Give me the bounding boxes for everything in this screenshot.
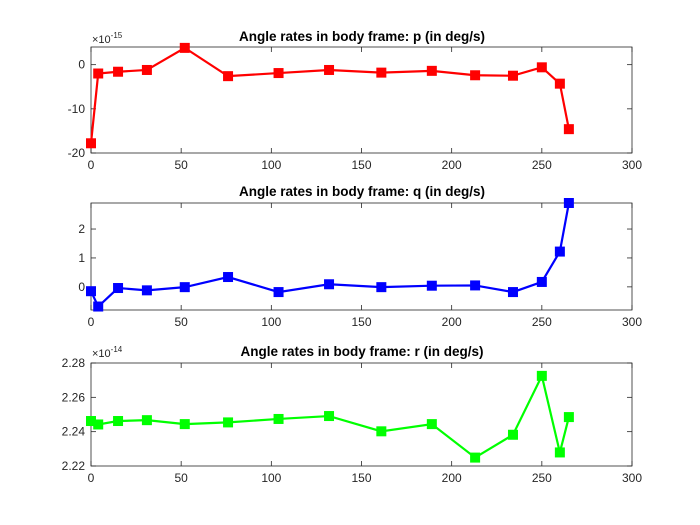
subplot-p-xtick-label: 100 — [261, 158, 281, 172]
subplot-q-data-point — [426, 280, 437, 291]
subplot-r-data-point — [93, 419, 104, 430]
subplot-r-data-point — [273, 413, 284, 424]
subplot-r-xtick-label: 50 — [174, 471, 188, 485]
subplot-r-data-point — [426, 419, 437, 430]
subplot-p-data-point — [141, 64, 152, 75]
subplot-q-data-point — [113, 283, 124, 294]
subplot-q-data-point — [507, 287, 518, 298]
subplot-p-ytick-label: -20 — [68, 146, 86, 160]
subplot-q-xtick-label: 100 — [261, 315, 281, 329]
subplot-r-data-point — [554, 447, 565, 458]
subplot-r-data-point — [86, 416, 96, 427]
subplot-p: Angle rates in body frame: p (in deg/s) … — [68, 29, 643, 172]
subplot-p-data-point — [554, 78, 565, 89]
subplot-q-data-point — [563, 198, 574, 208]
subplot-p-data-point — [507, 70, 518, 81]
subplot-r-title: Angle rates in body frame: r (in deg/s) — [240, 344, 483, 359]
subplot-q-data-point — [273, 287, 284, 298]
subplot-q-axes-box — [90, 202, 633, 311]
subplot-r-data-point — [113, 416, 124, 427]
subplot-p-exponent-label: ×10-15 — [92, 31, 123, 46]
subplot-r-xticks: 0 50 100 150 200 250 300 — [88, 363, 642, 485]
subplot-q-xtick-label: 150 — [351, 315, 371, 329]
subplot-q-data-point — [324, 279, 335, 290]
subplot-p-data-point — [563, 124, 574, 135]
subplot-p-data-point — [93, 68, 104, 79]
subplot-p-xtick-label: 150 — [351, 158, 371, 172]
subplot-q-data-point — [470, 280, 481, 291]
subplot-p-exponent-power: -15 — [111, 31, 123, 40]
subplot-r-exponent-label: ×10-14 — [92, 345, 123, 360]
subplot-r-exponent-base: ×10 — [92, 348, 111, 360]
subplot-q-xtick-label: 250 — [532, 315, 552, 329]
subplot-p-ytick-label: -10 — [68, 102, 86, 116]
subplot-r-data-point — [223, 417, 234, 428]
subplot-r-data-point — [376, 426, 387, 437]
subplot-q-data-point — [86, 286, 96, 297]
subplot-p-yticks: -20 -10 0 — [68, 58, 632, 160]
subplot-q-ytick-label: 2 — [78, 222, 85, 236]
subplot-q-data-point — [141, 285, 152, 296]
subplot-p-xtick-label: 50 — [174, 158, 188, 172]
subplot-r-data-point — [141, 415, 152, 426]
subplot-p-axes-box — [90, 46, 633, 154]
subplot-p-xtick-label: 0 — [88, 158, 95, 172]
subplot-r-exponent-power: -14 — [111, 345, 123, 354]
subplot-r-xtick-label: 300 — [622, 471, 642, 485]
subplot-r-ytick-label: 2.26 — [62, 390, 86, 404]
subplot-q-xtick-label: 50 — [174, 315, 188, 329]
subplot-r-xtick-label: 250 — [532, 471, 552, 485]
subplot-p-xtick-label: 200 — [442, 158, 462, 172]
subplot-p-data-point — [426, 65, 437, 76]
subplot-p-markers — [86, 42, 574, 149]
subplot-r-ytick-label: 2.22 — [62, 459, 86, 473]
subplot-q-data-point — [179, 282, 190, 293]
subplot-p-xtick-label: 250 — [532, 158, 552, 172]
subplot-r-ytick-label: 2.24 — [62, 425, 86, 439]
subplot-p-data-point — [113, 66, 124, 77]
subplot-r-xtick-label: 200 — [442, 471, 462, 485]
subplot-p-data-point — [223, 71, 234, 82]
subplot-q-data-point — [376, 282, 387, 293]
subplot-p-data-point — [179, 42, 190, 53]
subplot-q-xticks: 0 50 100 150 200 250 300 — [88, 203, 642, 329]
subplot-p-data-point — [376, 67, 387, 78]
subplot-p-data-point — [324, 64, 335, 75]
subplot-q-data-point — [93, 301, 104, 312]
subplot-p-exponent-base: ×10 — [92, 34, 111, 46]
subplot-q: Angle rates in body frame: q (in deg/s) … — [78, 184, 642, 329]
subplot-p-xtick-label: 300 — [622, 158, 642, 172]
subplot-r-xtick-label: 0 — [88, 471, 95, 485]
subplot-r-yticks: 2.22 2.24 2.26 2.28 — [62, 356, 632, 473]
subplot-p-xticks: 0 50 100 150 200 250 300 — [88, 47, 642, 172]
subplot-r-data-point — [563, 412, 574, 423]
subplot-r-data-point — [470, 452, 481, 463]
subplot-r-data-point — [536, 370, 547, 381]
subplot-p-ytick-label: 0 — [78, 58, 85, 72]
subplot-q-ytick-label: 0 — [78, 280, 85, 294]
subplot-q-data-point — [554, 246, 565, 257]
subplot-r-xtick-label: 100 — [261, 471, 281, 485]
subplot-p-data-point — [86, 138, 96, 149]
subplot-q-title: Angle rates in body frame: q (in deg/s) — [239, 184, 485, 199]
subplot-p-data-point — [273, 68, 284, 79]
subplot-q-data-point — [223, 272, 234, 283]
subplot-p-title: Angle rates in body frame: p (in deg/s) — [239, 29, 485, 44]
subplot-q-markers — [86, 198, 574, 312]
subplot-p-data-point — [470, 70, 481, 81]
subplot-r-data-point — [179, 419, 190, 430]
subplot-r-ytick-label: 2.28 — [62, 356, 86, 370]
subplot-r-data-point — [507, 429, 518, 440]
subplot-q-xtick-label: 0 — [88, 315, 95, 329]
subplot-r-markers — [86, 370, 574, 463]
subplot-q-xtick-label: 200 — [442, 315, 462, 329]
subplot-r-xtick-label: 150 — [351, 471, 371, 485]
subplot-q-xtick-label: 300 — [622, 315, 642, 329]
subplot-r: Angle rates in body frame: r (in deg/s) … — [62, 344, 643, 485]
subplot-q-ytick-label: 1 — [78, 251, 85, 265]
subplot-q-data-point — [536, 276, 547, 287]
subplot-r-data-point — [324, 411, 335, 422]
subplot-p-data-point — [536, 62, 547, 73]
